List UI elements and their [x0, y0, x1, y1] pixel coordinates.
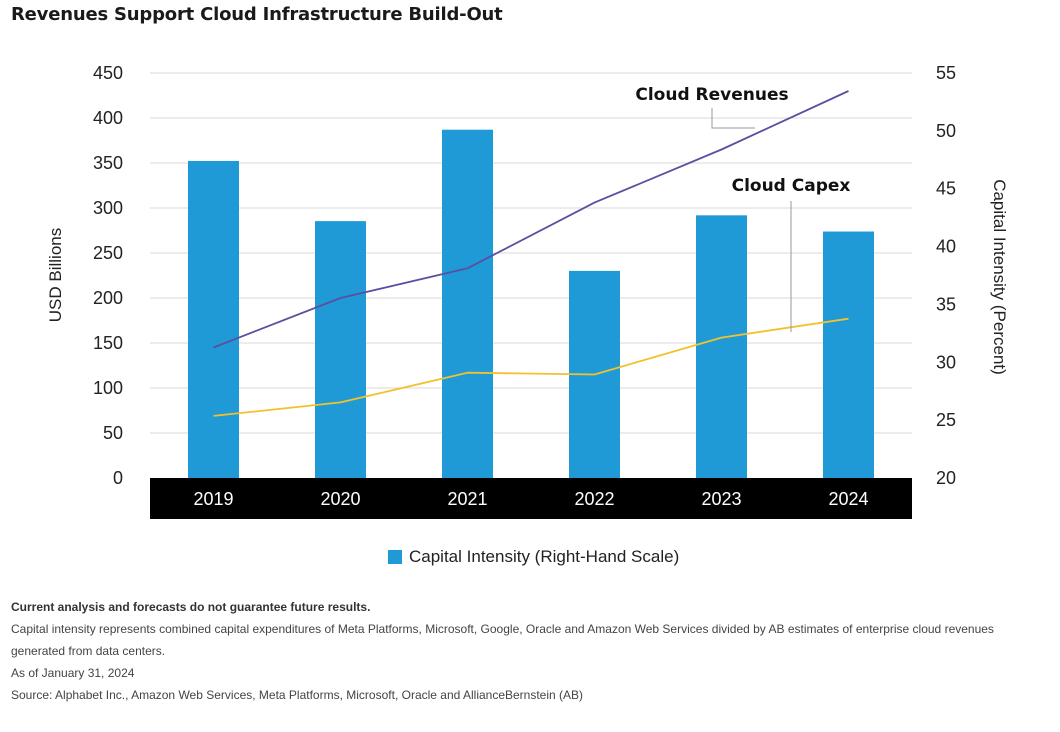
y-tick-label: 0 — [113, 468, 123, 488]
x-tick-label: 2022 — [574, 489, 614, 509]
gridlines — [150, 72, 912, 434]
legend: Capital Intensity (Right-Hand Scale) — [388, 547, 679, 567]
x-tick-label: 2021 — [447, 489, 487, 509]
disclaimer-note: Current analysis and forecasts do not gu… — [11, 600, 371, 614]
x-axis-band — [150, 478, 912, 519]
x-tick-label: 2023 — [701, 489, 741, 509]
bar-2020 — [315, 221, 366, 478]
y-tick-label: 200 — [93, 288, 123, 308]
y-tick-label: 250 — [93, 243, 123, 263]
chart: 2019 2020 2021 2022 2023 2024 Cloud RevenuesC… — [46, 63, 1009, 519]
y2-tick-label: 40 — [936, 237, 956, 257]
bar-2024 — [823, 231, 874, 478]
y-axis-label: USD Billions — [46, 228, 65, 322]
y2-axis-label: Capital Intensity (Percent) — [990, 179, 1009, 375]
series-label-cloud-revenues: Cloud Revenues — [635, 85, 788, 105]
leader-line-cloud-revenues — [711, 108, 755, 129]
y-tick-label: 450 — [93, 63, 123, 83]
line-cloud-revenues — [213, 90, 849, 349]
lines — [213, 90, 849, 417]
footnotes: Current analysis and forecasts do not gu… — [11, 596, 1041, 706]
y-tick-label: 50 — [103, 423, 123, 443]
definition-note: Capital intensity represents combined ca… — [11, 622, 994, 658]
legend-label: Capital Intensity (Right-Hand Scale) — [409, 547, 680, 566]
x-tick-label: 2024 — [828, 489, 868, 509]
y2-tick-label: 30 — [936, 352, 956, 372]
x-tick-label: 2019 — [193, 489, 233, 509]
series-label-cloud-capex: Cloud Capex — [732, 176, 851, 196]
line-cloud-capex — [213, 317, 849, 417]
y2-tick-label: 55 — [936, 63, 956, 83]
y-tick-label: 400 — [93, 108, 123, 128]
source-note: Source: Alphabet Inc., Amazon Web Servic… — [11, 688, 584, 702]
y2-tick-label: 50 — [936, 121, 956, 141]
bar-2019 — [188, 160, 239, 478]
y-tick-label: 150 — [93, 333, 123, 353]
legend-swatch — [388, 550, 402, 564]
series-labels: Cloud Revenues Cloud Capex — [635, 85, 851, 333]
x-tick-label: 2020 — [320, 489, 360, 509]
bar-2023 — [696, 215, 747, 479]
y2-tick-label: 20 — [936, 468, 956, 488]
bars — [188, 129, 874, 479]
y-tick-label: 100 — [93, 378, 123, 398]
chart-title: Revenues Support Cloud Infrastructure Bu… — [11, 4, 503, 25]
y2-tick-label: 35 — [936, 294, 956, 314]
y-axis-ticks: 0 50 100 150 200 250 300 350 400 450 20 25 30 35 40 45 5… — [93, 63, 956, 488]
as-of-note: As of January 31, 2024 — [11, 666, 135, 680]
y2-tick-label: 25 — [936, 410, 956, 430]
bar-2021 — [442, 129, 493, 478]
y2-tick-label: 45 — [936, 179, 956, 199]
y-tick-label: 350 — [93, 153, 123, 173]
y-tick-label: 300 — [93, 198, 123, 218]
x-axis: 2019 2020 2021 2022 2023 2024 — [150, 478, 912, 519]
